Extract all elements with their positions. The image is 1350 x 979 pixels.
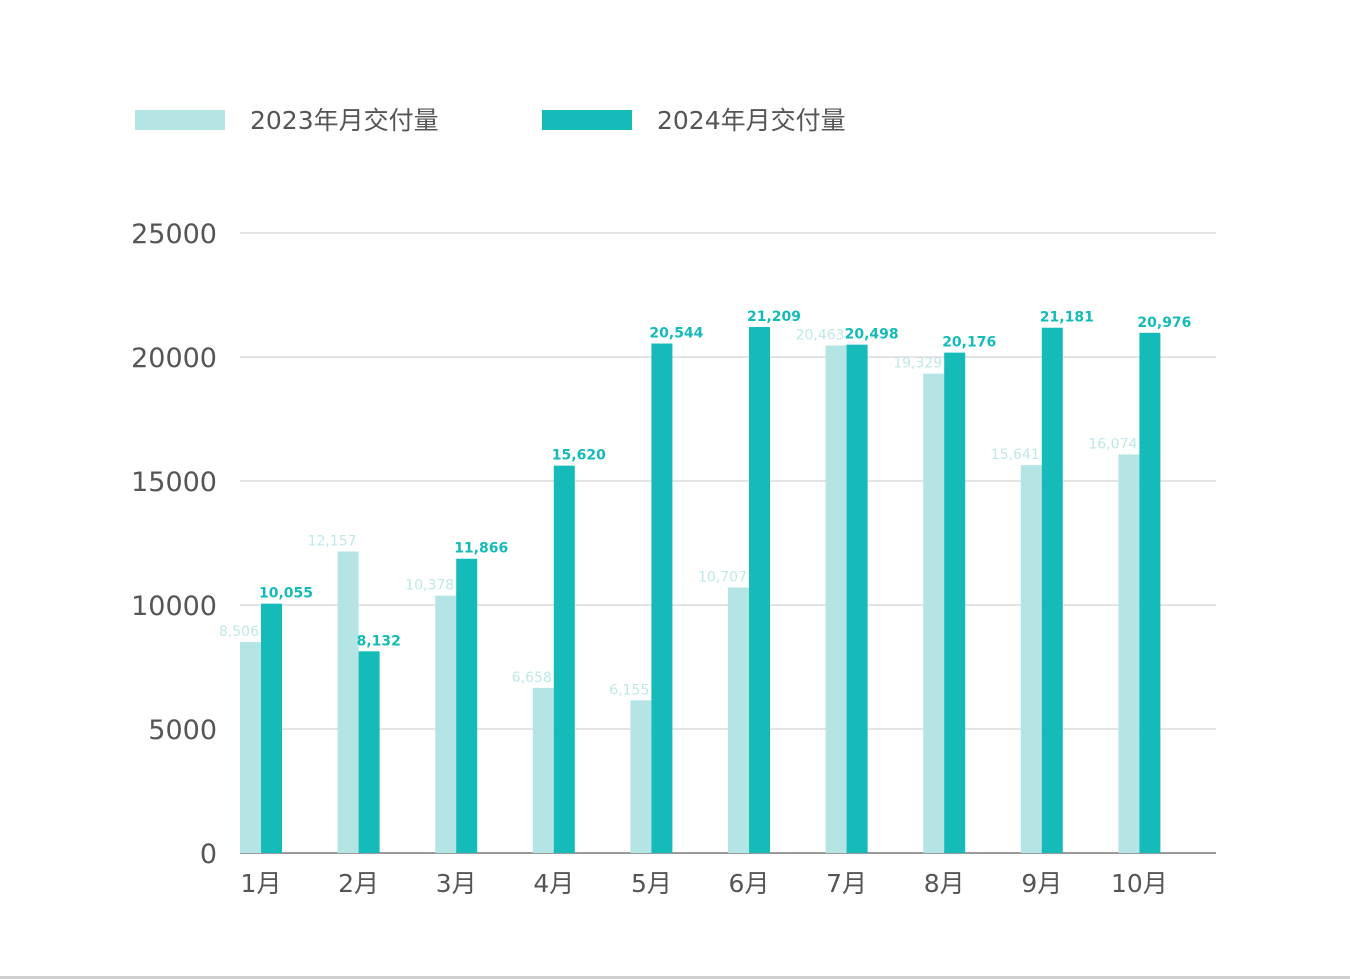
x-tick-label: 6月 [729,869,770,898]
x-tick-label: 1月 [241,869,282,898]
x-tick-label: 2月 [338,869,379,898]
y-tick-label: 15000 [131,467,217,498]
bar-2024 [1139,332,1161,854]
legend: 2023年月交付量 2024年月交付量 [135,106,846,135]
bar-2023 [825,345,847,853]
data-label: 11,866 [454,541,508,557]
legend-label-1: 2024年月交付量 [657,106,846,135]
bar-2024 [456,558,478,853]
bars [240,327,1161,854]
legend-swatch-0 [135,110,225,130]
y-tick-label: 0 [200,839,217,870]
bar-2023 [337,551,359,853]
bar-2023 [923,373,945,853]
data-label: 8,506 [219,624,259,640]
bar-2024 [553,465,575,853]
x-tick-label: 9月 [1021,869,1062,898]
legend-swatch-1 [542,110,632,130]
x-tick-label: 10月 [1111,869,1168,898]
data-label: 21,181 [1040,310,1094,326]
bar-2023 [1118,454,1140,853]
bar-2023 [435,595,457,853]
y-tick-label: 5000 [148,715,217,746]
bar-2024 [1041,327,1063,854]
y-axis: 0 5000 10000 15000 20000 25000 [131,219,217,870]
data-label: 20,498 [845,327,899,343]
x-tick-label: 5月 [631,869,672,898]
x-axis: 1月 2月 3月 4月 5月 6月 7月 8月 9月 10月 [241,869,1168,898]
data-label: 8,132 [357,633,401,649]
bottom-divider [0,976,1350,979]
data-label: 19,329 [893,356,942,372]
bar-2024 [261,603,282,853]
x-tick-label: 7月 [826,869,867,898]
data-label: 15,641 [991,447,1040,463]
bar-2024 [358,651,380,853]
data-label: 16,074 [1088,436,1137,452]
data-label: 20,463 [796,328,845,344]
data-label: 6,658 [512,670,552,686]
data-label: 12,157 [308,534,357,550]
bar-2024 [846,344,868,853]
data-label: 10,707 [698,569,747,585]
bar-2023 [1020,465,1042,853]
x-tick-label: 4月 [533,869,574,898]
legend-label-0: 2023年月交付量 [250,106,439,135]
data-label: 20,544 [649,326,703,342]
x-tick-label: 3月 [436,869,477,898]
bar-2023 [532,687,554,853]
data-label: 20,976 [1137,315,1191,331]
data-label: 10,055 [259,586,313,602]
bar-2024 [944,352,966,853]
y-tick-label: 10000 [131,591,217,622]
data-label: 6,155 [609,682,649,698]
y-tick-label: 20000 [131,343,217,374]
x-tick-label: 8月 [924,869,965,898]
y-tick-label: 25000 [131,219,217,250]
bar-2024 [651,343,673,853]
bar-2023 [728,587,749,853]
bar-2023 [630,700,652,853]
data-labels: 8,506 10,055 12,157 8,132 10,378 11,866 6,658 1… [219,309,1192,698]
data-label: 15,620 [552,448,606,464]
data-label: 10,378 [405,578,454,594]
data-label: 21,209 [747,309,801,325]
data-label: 20,176 [942,335,996,351]
bar-2023 [240,642,261,853]
bar-2024 [749,327,770,853]
